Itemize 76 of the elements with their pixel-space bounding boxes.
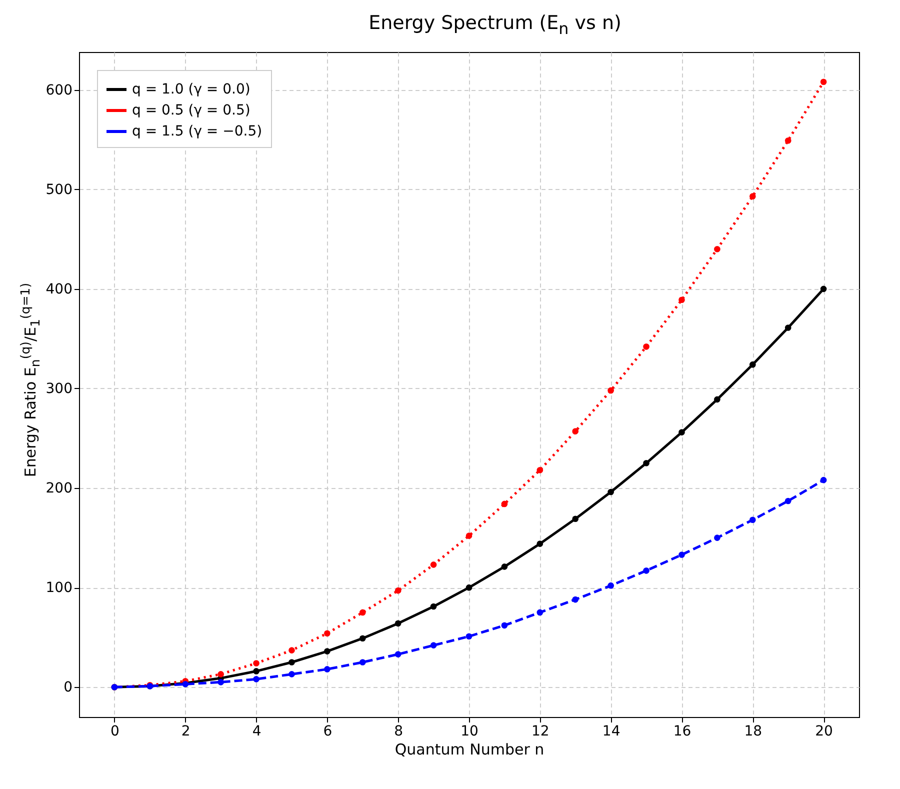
x-tick-label: 6	[323, 724, 332, 740]
x-tick-label: 10	[460, 724, 478, 740]
point	[288, 647, 295, 654]
point	[608, 582, 614, 589]
point	[643, 344, 650, 350]
point	[536, 609, 544, 616]
point	[536, 466, 544, 474]
point	[394, 620, 402, 627]
point	[820, 286, 827, 292]
point	[501, 500, 508, 508]
chart-title: Energy Spectrum (E$_{n}$ vs n)	[368, 12, 622, 38]
point	[430, 603, 437, 610]
point	[430, 562, 437, 568]
point	[324, 666, 330, 672]
point	[572, 428, 579, 434]
point	[394, 587, 402, 594]
point	[359, 635, 366, 642]
y-tick-label: 500	[46, 182, 72, 198]
legend-label: q = 1.5 (γ = −0.5)	[132, 124, 262, 140]
x-tick-label: 16	[673, 724, 692, 740]
point	[749, 361, 756, 368]
point	[608, 387, 614, 394]
point	[784, 137, 792, 144]
point	[784, 324, 792, 331]
point	[253, 668, 260, 674]
y-tick-label: 300	[46, 380, 72, 397]
point	[501, 622, 508, 629]
legend-label: q = 1.0 (γ = 0.0)	[132, 82, 250, 98]
point	[466, 584, 472, 591]
point	[820, 476, 827, 484]
point	[749, 516, 756, 524]
x-tick-label: 14	[602, 724, 620, 740]
point	[714, 396, 720, 403]
point	[784, 498, 792, 504]
point	[572, 516, 579, 522]
x-tick-label: 4	[252, 724, 262, 740]
point	[288, 671, 295, 678]
point	[678, 429, 685, 436]
point	[820, 78, 827, 86]
x-tick-label: 20	[815, 724, 833, 740]
point	[536, 540, 544, 547]
point	[678, 296, 685, 304]
point	[359, 659, 366, 666]
point	[359, 609, 366, 616]
y-tick-label: 400	[46, 281, 72, 298]
point	[501, 564, 508, 570]
x-tick-label: 0	[110, 724, 120, 740]
x-tick-label: 18	[744, 724, 762, 740]
point	[288, 659, 295, 666]
point	[218, 671, 224, 678]
x-tick-label: 2	[181, 724, 190, 740]
point	[218, 679, 224, 686]
point	[643, 460, 650, 466]
point	[253, 676, 260, 682]
y-tick-label: 100	[46, 580, 72, 596]
point	[643, 568, 650, 574]
point	[324, 630, 330, 637]
point	[394, 651, 402, 658]
point	[430, 642, 437, 648]
point	[714, 246, 720, 252]
point	[678, 552, 685, 558]
point	[749, 193, 756, 200]
point	[714, 534, 720, 541]
point	[466, 633, 472, 640]
point	[572, 596, 579, 603]
x-tick-label: 8	[394, 724, 404, 740]
x-axis-title: Quantum Number n	[394, 740, 544, 758]
legend-label: q = 0.5 (γ = 0.5)	[132, 102, 250, 118]
point	[324, 648, 330, 654]
point	[253, 660, 260, 666]
x-tick-label: 12	[531, 724, 550, 740]
y-tick-label: 0	[64, 680, 72, 696]
point	[608, 488, 614, 496]
y-tick-label: 600	[46, 82, 72, 98]
y-tick-label: 200	[46, 480, 72, 497]
point	[466, 532, 472, 539]
